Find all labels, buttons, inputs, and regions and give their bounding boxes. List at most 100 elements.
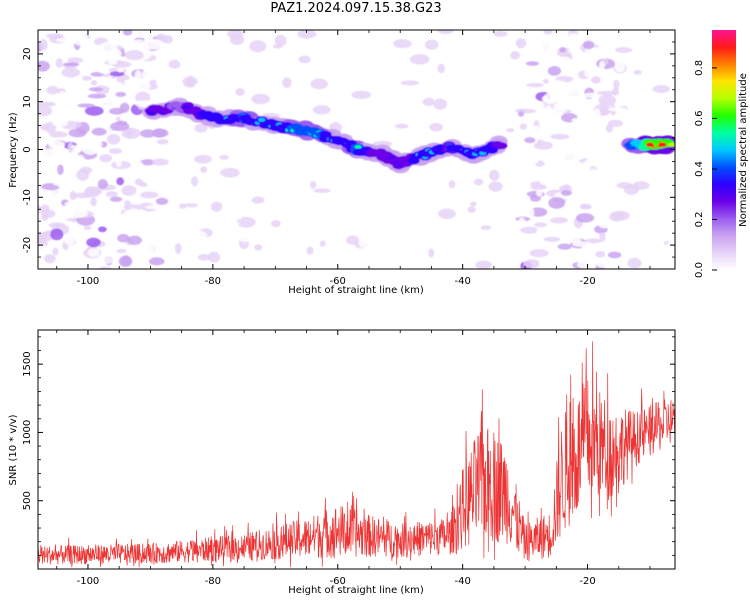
heatmap-cell <box>140 159 156 166</box>
heatmap-cell <box>467 253 482 261</box>
heatmap-cell <box>58 90 67 101</box>
x-tick-label: -60 <box>330 576 346 587</box>
heatmap-cell <box>191 176 199 187</box>
heatmap-cell <box>581 101 589 107</box>
heatmap-cell <box>121 185 137 196</box>
heatmap-cell <box>590 76 601 84</box>
heatmap-cell <box>607 107 627 112</box>
heatmap-cell <box>57 78 73 83</box>
heatmap-cell <box>601 50 613 58</box>
heatmap-cell <box>538 165 552 178</box>
heatmap-cell <box>67 141 74 153</box>
x-tick-label: -40 <box>454 576 470 587</box>
heatmap-cell <box>135 161 144 173</box>
heatmap-cell <box>63 62 80 67</box>
snr-panel: -100 -80 -60 -40 -20 500 1000 1500 Height of s… <box>8 329 676 596</box>
colorbar-tick-label: 0.4 <box>694 161 705 177</box>
heatmap-cell <box>577 187 595 194</box>
heatmap-cell <box>109 196 123 202</box>
heatmap-cell <box>576 120 585 131</box>
heatmap-cell <box>550 133 570 140</box>
heatmap-cell <box>309 180 317 189</box>
heatmap-cell <box>99 154 113 163</box>
heatmap-cell <box>194 123 208 133</box>
heatmap-cell <box>611 186 622 195</box>
heatmap-cell <box>82 75 92 81</box>
spectrogram-x-label: Height of straight line (km) <box>288 285 424 296</box>
heatmap-cell <box>517 111 525 117</box>
heatmap-cell <box>52 196 62 204</box>
snr-x-ticks: -100 -80 -60 -40 -20 <box>56 330 651 587</box>
heatmap-cell <box>599 232 606 243</box>
heatmap-cell <box>307 43 323 54</box>
heatmap-cell <box>60 116 76 121</box>
heatmap-cell <box>433 98 448 110</box>
heatmap-cell <box>458 187 479 194</box>
heatmap-cell <box>145 215 157 223</box>
heatmap-cell <box>273 204 282 212</box>
heatmap-cell <box>579 203 590 210</box>
heatmap-cell <box>116 177 124 186</box>
heatmap-cell <box>136 45 152 52</box>
heatmap-cell <box>571 207 580 215</box>
heatmap-cell <box>529 249 549 258</box>
heatmap-cell <box>98 266 112 269</box>
heatmap-cell <box>211 194 229 200</box>
heatmap-cell <box>572 241 592 247</box>
heatmap-cell <box>127 235 142 245</box>
heatmap-cell <box>577 225 594 236</box>
heatmap-cell <box>39 38 48 51</box>
heatmap-cell <box>282 77 292 88</box>
heatmap-cell <box>115 155 122 168</box>
heatmap-cell <box>46 85 59 95</box>
heatmap-cell <box>609 211 624 222</box>
heatmap-cell <box>63 156 73 163</box>
colorbar-gradient <box>712 30 736 270</box>
heatmap-cell <box>87 93 107 99</box>
heatmap-cell <box>543 92 558 105</box>
heatmap-cell <box>220 44 231 53</box>
heatmap-cell <box>593 192 610 199</box>
heatmap-cell <box>612 244 631 251</box>
heatmap-cell <box>116 67 124 73</box>
heatmap-cell <box>584 166 591 171</box>
heatmap-cell <box>430 185 440 196</box>
heatmap-cell <box>524 153 537 159</box>
heatmap-cell <box>438 30 454 35</box>
heatmap-cell <box>510 51 520 60</box>
heatmap-cell <box>174 174 182 186</box>
heatmap-cell <box>105 191 118 198</box>
heatmap-cell <box>108 148 123 154</box>
heatmap-cell <box>400 80 420 86</box>
heatmap-cell <box>174 243 182 255</box>
heatmap-cell <box>632 181 650 190</box>
heatmap-cell <box>548 197 566 209</box>
heatmap-cell <box>341 61 353 69</box>
heatmap-cell <box>541 38 553 51</box>
heatmap-cell <box>251 93 270 105</box>
heatmap-cell <box>646 119 655 131</box>
heatmap-cell <box>41 209 56 219</box>
heatmap-cell <box>414 112 424 119</box>
heatmap-cell <box>600 241 615 250</box>
heatmap-cell <box>140 191 159 199</box>
heatmap-cell <box>470 201 477 207</box>
heatmap-cell <box>473 178 484 186</box>
heatmap-cell <box>524 137 536 144</box>
spectrogram-heatmap <box>38 30 675 269</box>
heatmap-cell <box>97 165 107 172</box>
heatmap-cell <box>557 56 572 66</box>
heatmap-cell <box>397 211 406 217</box>
y-tick-label: 1500 <box>22 351 33 376</box>
heatmap-cell <box>146 229 167 237</box>
heatmap-ridge-core <box>258 117 266 122</box>
y-tick-label: -10 <box>22 189 33 205</box>
heatmap-cell <box>538 118 551 128</box>
heatmap-cell <box>284 95 298 102</box>
heatmap-cell <box>588 168 599 178</box>
spectrogram-y-ticks: -20 -10 0 10 20 <box>22 29 675 270</box>
heatmap-cell <box>91 127 107 136</box>
heatmap-cell <box>48 161 59 166</box>
heatmap-cell <box>96 114 103 123</box>
